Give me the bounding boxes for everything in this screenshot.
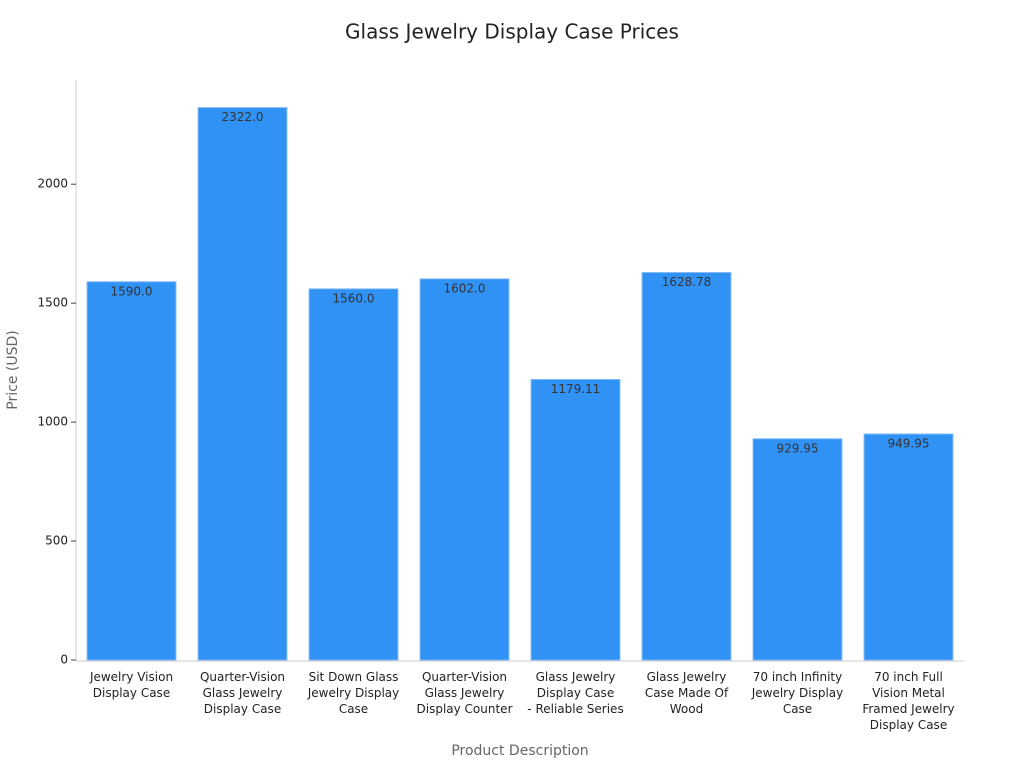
bar xyxy=(530,379,621,661)
value-label: 1590.0 xyxy=(111,284,153,298)
x-tick-label: Glass Jewelry Case Made Of Wood xyxy=(644,670,729,716)
value-label: 2322.0 xyxy=(222,110,264,124)
y-tick-label: 1000 xyxy=(37,415,68,429)
x-tick-label: Sit Down Glass Jewelry Display Case xyxy=(307,670,400,716)
y-tick-label: 2000 xyxy=(37,177,68,191)
value-label: 1179.11 xyxy=(551,382,601,396)
bar xyxy=(308,288,399,661)
x-tick-label: 70 inch Full Vision Metal Framed Jewelry… xyxy=(862,670,955,732)
bar xyxy=(86,281,177,661)
x-tick-label: Quarter-Vision Glass Jewelry Display Cou… xyxy=(416,670,513,716)
bar xyxy=(197,107,288,661)
x-tick-label: Glass Jewelry Display Case - Reliable Se… xyxy=(527,670,624,716)
value-label: 1602.0 xyxy=(444,281,486,295)
value-label: 1560.0 xyxy=(333,291,375,305)
bar xyxy=(641,272,732,661)
x-tick-label: 70 inch Infinity Jewelry Display Case xyxy=(751,670,844,716)
x-axis-label: Product Description xyxy=(451,743,588,759)
x-tick-label: Quarter-Vision Glass Jewelry Display Cas… xyxy=(199,670,286,716)
x-tick-label: Jewelry Vision Display Case xyxy=(89,670,174,700)
value-label: 1628.78 xyxy=(662,275,712,289)
bar xyxy=(752,438,843,661)
y-tick-label: 500 xyxy=(45,534,68,548)
chart-title: Glass Jewelry Display Case Prices xyxy=(345,20,679,44)
y-tick-label: 1500 xyxy=(37,296,68,310)
bar xyxy=(419,278,510,661)
bar xyxy=(863,433,954,661)
value-label: 929.95 xyxy=(777,441,819,455)
y-tick-label: 0 xyxy=(60,653,68,667)
y-axis-label: Price (USD) xyxy=(5,330,21,409)
value-label: 949.95 xyxy=(888,437,930,451)
